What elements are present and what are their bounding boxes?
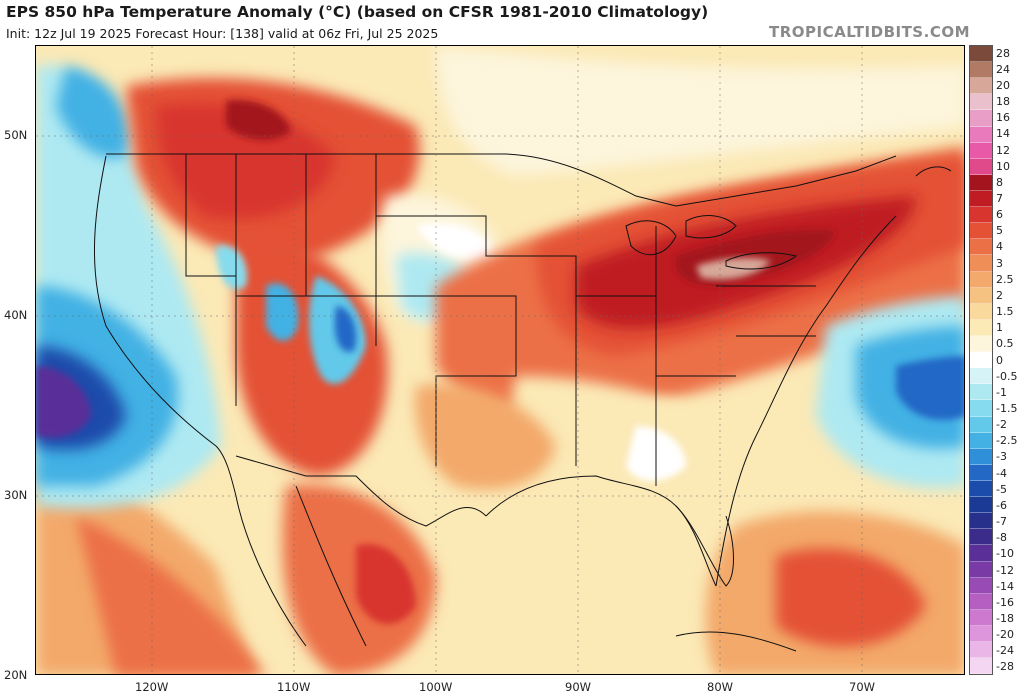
colorbar-cell xyxy=(970,142,992,159)
colorbar-label: 24 xyxy=(996,62,1010,76)
colorbar-label: 16 xyxy=(996,111,1010,125)
political-boundaries xyxy=(93,153,952,652)
colorbar-cell xyxy=(970,223,992,240)
colorbar-cell xyxy=(970,545,992,562)
colorbar-cell xyxy=(970,207,992,224)
forecast-info: Init: 12z Jul 19 2025 Forecast Hour: [13… xyxy=(6,26,439,41)
colorbar-cell xyxy=(970,384,992,401)
colorbar-cell xyxy=(970,126,992,143)
colorbar-label: 1 xyxy=(996,321,1003,335)
colorbar-cell xyxy=(970,335,992,353)
colorbar-cell xyxy=(970,303,992,320)
colorbar-cell xyxy=(970,190,992,208)
colorbar-label: 4 xyxy=(996,240,1003,254)
colorbar-label: -8 xyxy=(996,531,1007,545)
colorbar-label: -10 xyxy=(996,547,1014,561)
colorbar-label: 3 xyxy=(996,256,1003,270)
colorbar-label: 14 xyxy=(996,127,1010,141)
colorbar-cell xyxy=(970,416,992,433)
colorbar-label: -24 xyxy=(996,644,1014,658)
colorbar-label: -2.5 xyxy=(996,434,1018,448)
anomaly-map[interactable] xyxy=(35,45,965,675)
lat-label-20n: 20N xyxy=(4,668,28,682)
colorbar-cell xyxy=(970,174,992,191)
colorbar-cell xyxy=(970,642,992,659)
colorbar-label: 12 xyxy=(996,143,1010,157)
colorbar-cell xyxy=(970,529,992,546)
colorbar-cell xyxy=(970,110,992,127)
colorbar-label: -7 xyxy=(996,515,1007,529)
colorbar-label: -12 xyxy=(996,563,1014,577)
colorbar-label: -0.5 xyxy=(996,369,1018,383)
colorbar-cell xyxy=(970,658,992,675)
colorbar-cell xyxy=(970,577,992,594)
colorbar xyxy=(969,45,993,675)
lon-label-80w: 80W xyxy=(707,680,734,694)
colorbar-cell xyxy=(970,561,992,578)
colorbar-label: -5 xyxy=(996,482,1007,496)
colorbar-label: 18 xyxy=(996,95,1010,109)
colorbar-cell xyxy=(970,497,992,514)
colorbar-cell xyxy=(970,46,992,63)
colorbar-cell xyxy=(970,609,992,626)
colorbar-cell xyxy=(970,158,992,175)
colorbar-cell xyxy=(970,62,992,79)
colorbar-cell xyxy=(970,593,992,610)
colorbar-label: -4 xyxy=(996,466,1007,480)
colorbar-label: -1.5 xyxy=(996,401,1018,415)
lat-label-30n: 30N xyxy=(4,488,28,502)
colorbar-label: 0 xyxy=(996,353,1003,367)
colorbar-cell xyxy=(970,480,992,498)
colorbar-label: 0.5 xyxy=(996,337,1014,351)
lat-label-40n: 40N xyxy=(4,308,28,322)
colorbar-cell xyxy=(970,400,992,417)
colorbar-label: -2 xyxy=(996,418,1007,432)
map-title: EPS 850 hPa Temperature Anomaly (°C) (ba… xyxy=(6,3,709,21)
colorbar-cell xyxy=(970,513,992,530)
colorbar-label: -6 xyxy=(996,498,1007,512)
colorbar-cell xyxy=(970,368,992,385)
colorbar-cell xyxy=(970,271,992,288)
colorbar-label: -16 xyxy=(996,595,1014,609)
lon-label-90w: 90W xyxy=(565,680,592,694)
lat-label-50n: 50N xyxy=(4,128,28,142)
colorbar-label: 10 xyxy=(996,159,1010,173)
colorbar-label: 28 xyxy=(996,46,1010,60)
colorbar-labels: 28 24 20 18 16 14 12 10 8 7 6 5 4 3 2.5 2 1.5 1 0.5 0 -0.5 -1… xyxy=(996,45,1024,675)
colorbar-label: 2 xyxy=(996,288,1003,302)
colorbar-cell xyxy=(970,287,992,304)
colorbar-label: 1.5 xyxy=(996,305,1014,319)
colorbar-label: -20 xyxy=(996,628,1014,642)
lon-label-120w: 120W xyxy=(135,680,169,694)
colorbar-label: -28 xyxy=(996,660,1014,674)
graticule xyxy=(36,46,964,674)
colorbar-cell xyxy=(970,78,992,95)
colorbar-cell xyxy=(970,94,992,111)
colorbar-label: 20 xyxy=(996,78,1010,92)
colorbar-label: -14 xyxy=(996,579,1014,593)
anomaly-field xyxy=(36,46,964,674)
colorbar-label: 7 xyxy=(996,191,1003,205)
colorbar-label: 5 xyxy=(996,224,1003,238)
colorbar-label: -3 xyxy=(996,450,1007,464)
colorbar-label: -1 xyxy=(996,385,1007,399)
colorbar-cell xyxy=(970,625,992,643)
colorbar-cell xyxy=(970,319,992,336)
lon-label-100w: 100W xyxy=(419,680,453,694)
lon-label-110w: 110W xyxy=(277,680,311,694)
colorbar-label: 8 xyxy=(996,175,1003,189)
lon-label-70w: 70W xyxy=(849,680,876,694)
colorbar-cell xyxy=(970,464,992,481)
site-credit: TROPICALTIDBITS.COM xyxy=(769,23,970,41)
colorbar-label: 6 xyxy=(996,208,1003,222)
colorbar-label: 2.5 xyxy=(996,272,1014,286)
colorbar-cell xyxy=(970,432,992,449)
colorbar-cell xyxy=(970,448,992,465)
colorbar-label: -18 xyxy=(996,611,1014,625)
colorbar-cell xyxy=(970,352,992,369)
colorbar-cell xyxy=(970,255,992,272)
colorbar-cell xyxy=(970,239,992,256)
